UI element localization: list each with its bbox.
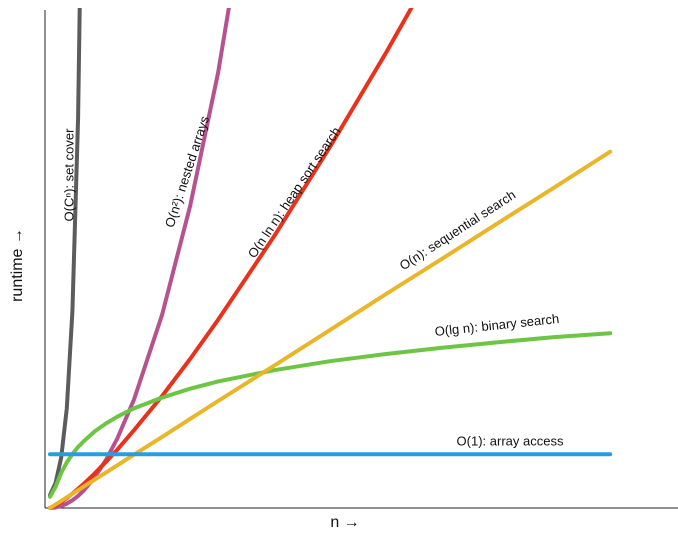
curve-labels: O(Cⁿ): set cover O(n²): nested arrays O(n … <box>61 114 564 449</box>
series-line <box>48 8 82 498</box>
series-label: O(1): array access <box>457 433 564 448</box>
series-label: O(n): sequential search <box>397 187 518 273</box>
series-line <box>48 331 613 499</box>
series-label: O(lg n): binary search <box>434 311 560 339</box>
plot-area <box>48 8 613 510</box>
series-label: O(n ln n): heap sort search <box>245 124 344 261</box>
y-axis-title: runtime → <box>9 228 26 302</box>
series-line <box>48 8 231 510</box>
series-label: O(Cⁿ): set cover <box>61 128 76 222</box>
x-axis-title: n → <box>330 514 359 531</box>
